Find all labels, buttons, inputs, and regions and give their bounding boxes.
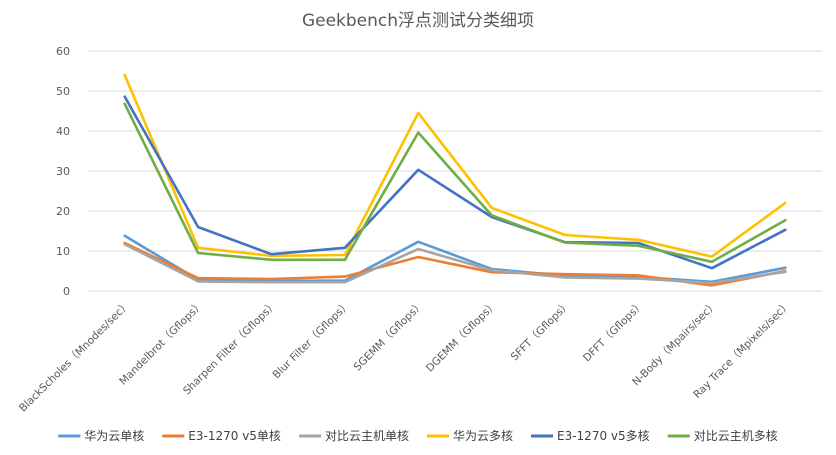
legend-item: 对比云主机单核 xyxy=(299,429,409,443)
legend-item: E3-1270 v5单核 xyxy=(162,429,281,443)
y-tick-label: 50 xyxy=(56,85,70,98)
y-tick-label: 60 xyxy=(56,45,70,58)
x-tick-label: DGEMM（Gflops） xyxy=(424,299,500,375)
legend: 华为云单核 E3-1270 v5单核 对比云主机单核 华为云多核 E3-1270 v5多… xyxy=(58,429,778,443)
series-line-5 xyxy=(123,102,787,264)
x-tick-label: Blur Filter（Gflops） xyxy=(270,299,353,382)
x-tick-label: N-Body（Mpairs/sec） xyxy=(630,299,720,389)
x-tick-label: SGEMM（Gflops） xyxy=(352,299,427,374)
y-axis-ticks: 0 10 20 30 40 50 60 xyxy=(56,45,70,298)
legend-item: 华为云多核 xyxy=(427,429,513,443)
legend-label: E3-1270 v5单核 xyxy=(188,429,281,443)
series-line-2 xyxy=(123,242,787,285)
legend-label: 对比云主机多核 xyxy=(694,429,778,443)
legend-label: 华为云单核 xyxy=(84,429,144,443)
legend-label: 华为云多核 xyxy=(453,429,513,443)
gridlines xyxy=(88,50,822,292)
legend-item: 对比云主机多核 xyxy=(667,429,778,443)
y-tick-label: 10 xyxy=(56,245,70,258)
y-tick-label: 30 xyxy=(56,165,70,178)
x-tick-label: BlackScholes（Mnodes/sec） xyxy=(17,299,133,415)
x-tick-label: DFFT（Gflops） xyxy=(581,299,647,365)
series-line-4 xyxy=(123,95,787,270)
y-tick-label: 0 xyxy=(63,285,70,298)
x-tick-label: Mandelbrot（Gflops） xyxy=(117,299,206,388)
series-lines xyxy=(123,73,787,287)
series-line-3 xyxy=(123,73,787,258)
legend-label: E3-1270 v5多核 xyxy=(557,429,650,443)
legend-label: 对比云主机单核 xyxy=(325,429,409,443)
chart-title: Geekbench浮点测试分类细项 xyxy=(302,11,534,31)
y-tick-label: 20 xyxy=(56,205,70,218)
legend-item: E3-1270 v5多核 xyxy=(531,429,650,443)
y-tick-label: 40 xyxy=(56,125,70,138)
x-axis-ticks: BlackScholes（Mnodes/sec）Mandelbrot（Gflop… xyxy=(17,299,793,415)
x-tick-label: SFFT（Gflops） xyxy=(509,299,574,364)
legend-item: 华为云单核 xyxy=(58,429,144,443)
